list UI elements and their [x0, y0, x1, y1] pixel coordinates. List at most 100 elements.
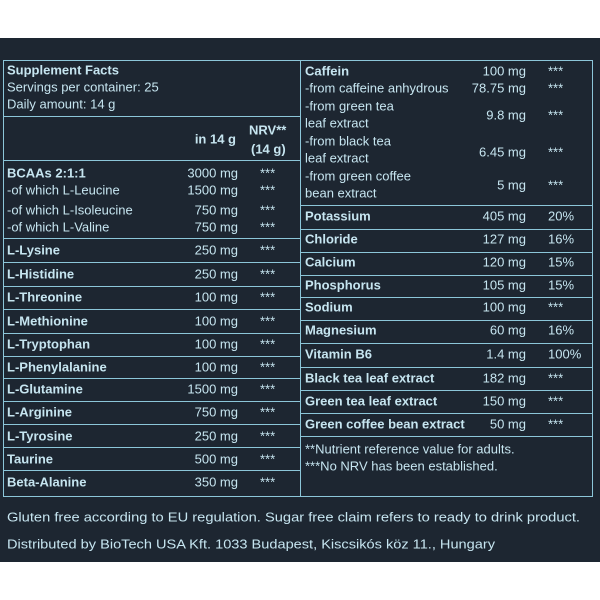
- nutrient-name: L-Phenylalanine: [7, 359, 107, 374]
- nutrient-name: Potassium: [305, 208, 371, 223]
- nutrient-amount: 3000 mg: [187, 165, 238, 180]
- nutrient-name: Sodium: [305, 299, 353, 314]
- nutrient-amount: 50 mg: [490, 416, 526, 431]
- nutrient-nrv: ***: [260, 404, 275, 419]
- daily-amount: Daily amount: 14 g: [7, 96, 115, 111]
- nutrient-nrv: ***: [548, 144, 563, 159]
- nutrient-name: -of which L-Valine: [7, 219, 109, 234]
- nutrient-nrv: 15%: [548, 254, 574, 269]
- nutrient-nrv: 16%: [548, 231, 574, 246]
- nutrient-amount: 100 mg: [195, 289, 238, 304]
- nutrient-name: Magnesium: [305, 322, 377, 337]
- nutrient-amount: 1500 mg: [187, 182, 238, 197]
- nutrient-name: L-Histidine: [7, 266, 74, 281]
- nutrient-amount: 750 mg: [195, 219, 238, 234]
- nutrient-amount: 100 mg: [483, 299, 526, 314]
- nutrient-nrv: 15%: [548, 277, 574, 292]
- nutrient-name: Taurine: [7, 451, 53, 466]
- nutrient-name: -from green tea: [305, 98, 395, 113]
- table-border: [3, 60, 593, 497]
- nutrient-amount: 127 mg: [483, 231, 526, 246]
- nutrient-nrv: ***: [548, 177, 563, 192]
- nutrient-nrv: ***: [260, 336, 275, 351]
- nutrient-amount: 250 mg: [195, 242, 238, 257]
- nutrient-nrv: ***: [260, 359, 275, 374]
- nutrient-amount: 750 mg: [195, 202, 238, 217]
- nutrient-amount: 750 mg: [195, 404, 238, 419]
- footnote: **Nutrient reference value for adults.: [305, 441, 515, 456]
- amount-header: in 14 g: [195, 131, 236, 146]
- nutrient-amount: 9.8 mg: [486, 107, 526, 122]
- nutrient-name: L-Tyrosine: [7, 428, 73, 443]
- nutrient-nrv: 16%: [548, 322, 574, 337]
- nutrient-amount: 500 mg: [195, 451, 238, 466]
- nutrient-amount: 78.75 mg: [472, 80, 526, 95]
- nutrient-name: Black tea leaf extract: [305, 370, 435, 385]
- nutrient-nrv: ***: [260, 289, 275, 304]
- nutrient-nrv: ***: [260, 381, 275, 396]
- nutrient-nrv: ***: [260, 428, 275, 443]
- nutrient-nrv: ***: [260, 266, 275, 281]
- nutrient-amount: 5 mg: [497, 177, 526, 192]
- footer-text: Distributed by BioTech USA Kft. 1033 Bud…: [7, 536, 496, 551]
- nutrient-amount: 350 mg: [195, 474, 238, 489]
- nutrient-amount: 1.4 mg: [486, 346, 526, 361]
- nutrient-amount: 250 mg: [195, 266, 238, 281]
- nutrient-name: Phosphorus: [305, 277, 381, 292]
- nutrient-nrv: 20%: [548, 208, 574, 223]
- nutrient-nrv: ***: [260, 182, 275, 197]
- nutrient-nrv: ***: [260, 242, 275, 257]
- nutrient-name: bean extract: [305, 185, 377, 200]
- nutrient-nrv: ***: [548, 416, 563, 431]
- nutrient-name: leaf extract: [305, 115, 369, 130]
- nutrient-amount: 105 mg: [483, 277, 526, 292]
- nrv-header: (14 g): [251, 141, 286, 156]
- nutrient-name: -from green coffee: [305, 168, 411, 183]
- nutrient-name: L-Tryptophan: [7, 336, 90, 351]
- nrv-header: NRV**: [249, 122, 287, 137]
- nutrient-name: Beta-Alanine: [7, 474, 86, 489]
- nutrient-nrv: ***: [548, 80, 563, 95]
- nutrient-nrv: ***: [548, 299, 563, 314]
- nutrient-name: L-Lysine: [7, 242, 60, 257]
- nutrient-name: L-Glutamine: [7, 381, 83, 396]
- nutrient-nrv: ***: [260, 219, 275, 234]
- nutrient-nrv: ***: [260, 451, 275, 466]
- nutrient-amount: 100 mg: [195, 336, 238, 351]
- nutrient-nrv: 100%: [548, 346, 582, 361]
- nutrient-name: -from caffeine anhydrous: [305, 80, 449, 95]
- servings: Servings per container: 25: [7, 79, 159, 94]
- nutrient-nrv: ***: [260, 202, 275, 217]
- nutrient-amount: 405 mg: [483, 208, 526, 223]
- nutrient-amount: 60 mg: [490, 322, 526, 337]
- nutrient-nrv: ***: [548, 370, 563, 385]
- nutrient-name: Green coffee bean extract: [305, 416, 465, 431]
- nutrient-name: -from black tea: [305, 133, 392, 148]
- nutrient-name: Calcium: [305, 254, 356, 269]
- nutrient-name: L-Threonine: [7, 289, 82, 304]
- nutrient-amount: 6.45 mg: [479, 144, 526, 159]
- nutrient-amount: 100 mg: [195, 359, 238, 374]
- footer-text: Gluten free according to EU regulation. …: [7, 509, 580, 524]
- nutrient-nrv: ***: [260, 165, 275, 180]
- footnote: ***No NRV has been established.: [305, 458, 498, 473]
- nutrient-name: -of which L-Isoleucine: [7, 202, 133, 217]
- nutrient-name: Vitamin B6: [305, 346, 372, 361]
- nutrient-amount: 100 mg: [483, 63, 526, 78]
- nutrient-amount: 100 mg: [195, 313, 238, 328]
- nutrient-amount: 182 mg: [483, 370, 526, 385]
- title: Supplement Facts: [7, 62, 119, 77]
- nutrient-name: -of which L-Leucine: [7, 182, 120, 197]
- nutrient-amount: 120 mg: [483, 254, 526, 269]
- nutrient-name: L-Methionine: [7, 313, 88, 328]
- nutrient-name: BCAAs 2:1:1: [7, 165, 86, 180]
- nutrient-name: Chloride: [305, 231, 358, 246]
- nutrient-amount: 150 mg: [483, 393, 526, 408]
- nutrient-name: L-Arginine: [7, 404, 72, 419]
- nutrient-amount: 250 mg: [195, 428, 238, 443]
- nutrient-nrv: ***: [260, 313, 275, 328]
- nutrient-amount: 1500 mg: [187, 381, 238, 396]
- nutrient-name: Green tea leaf extract: [305, 393, 438, 408]
- nutrient-nrv: ***: [548, 107, 563, 122]
